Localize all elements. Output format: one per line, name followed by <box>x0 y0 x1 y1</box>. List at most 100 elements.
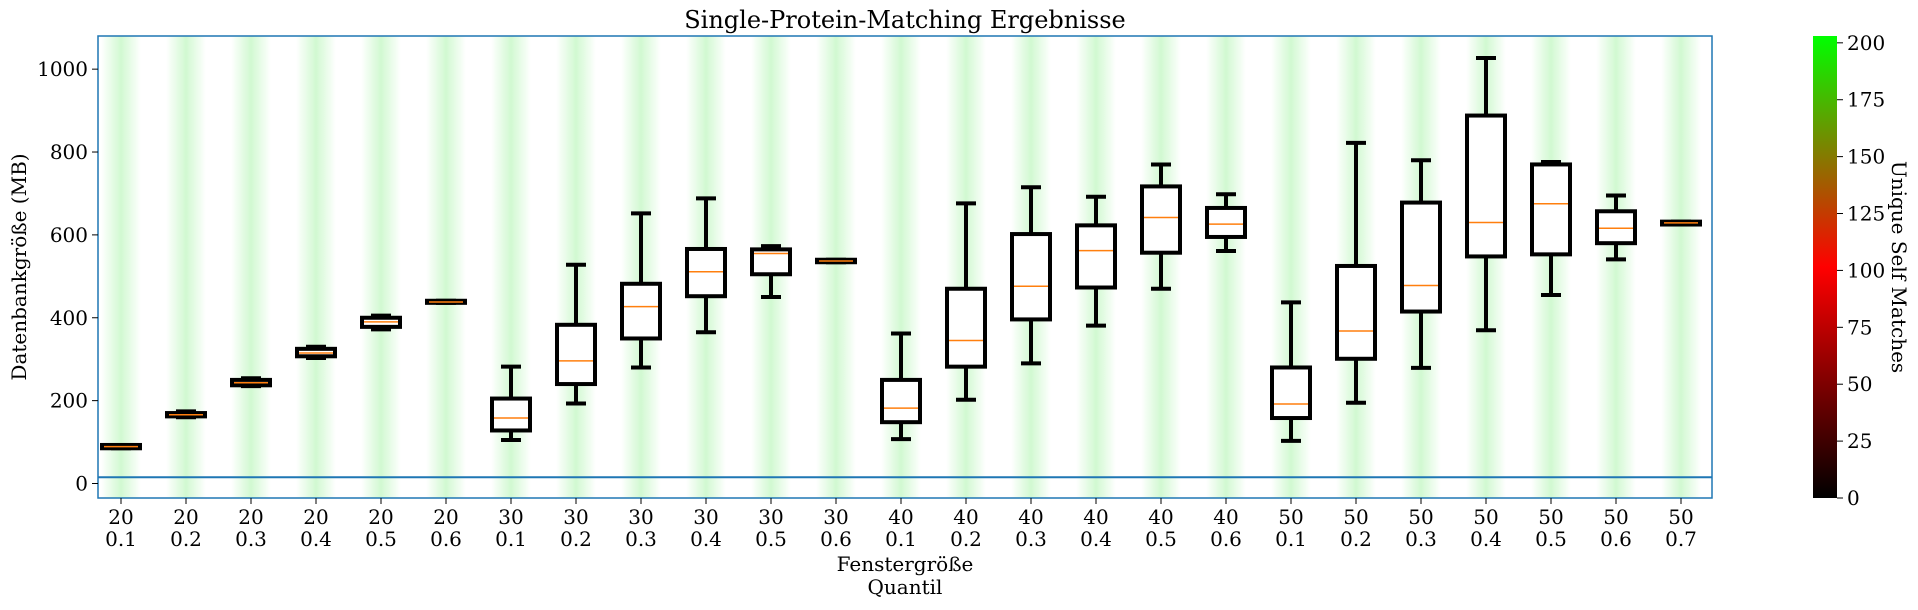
x-tick-label-window: 40 <box>1148 505 1173 529</box>
colorbar <box>1813 36 1837 498</box>
x-tick-label-window: 20 <box>303 505 328 529</box>
colorbar-tick-label: 25 <box>1847 429 1872 453</box>
x-tick-label-window: 30 <box>628 505 653 529</box>
x-tick-label-window: 20 <box>108 505 133 529</box>
x-tick-label-quantile: 0.4 <box>1470 527 1502 551</box>
x-tick-label-window: 50 <box>1603 505 1628 529</box>
colorbar-tick-label: 50 <box>1847 372 1872 396</box>
y-axis: 0 200 400 600 800 1000 <box>37 57 98 495</box>
box-group <box>360 313 402 332</box>
colorbar-tick-label: 175 <box>1847 88 1885 112</box>
box-group <box>165 409 207 420</box>
colorbar-tick-label: 100 <box>1847 258 1885 282</box>
colorbar-tick-label: 125 <box>1847 202 1885 226</box>
box-body <box>1530 162 1572 257</box>
x-tick-label-window: 20 <box>368 505 393 529</box>
x-tick-label-quantile: 0.5 <box>365 527 397 551</box>
x-tick-label-quantile: 0.6 <box>1600 527 1632 551</box>
box-group <box>1400 158 1442 370</box>
box-body <box>490 396 532 433</box>
box-group <box>1075 194 1117 328</box>
x-tick-label-window: 30 <box>563 505 588 529</box>
x-tick-label-quantile: 0.4 <box>300 527 332 551</box>
x-axis-label-quantile: Quantil <box>868 575 943 599</box>
x-tick-label-window: 30 <box>498 505 523 529</box>
box-group <box>230 376 272 389</box>
background-band <box>166 36 206 498</box>
x-tick-label-quantile: 0.5 <box>1535 527 1567 551</box>
x-tick-label-window: 40 <box>953 505 978 529</box>
x-tick-label-window: 50 <box>1278 505 1303 529</box>
box-group <box>1140 162 1182 291</box>
x-tick-label-quantile: 0.3 <box>235 527 267 551</box>
colorbar-tick-label: 0 <box>1847 486 1860 510</box>
y-axis-label: Datenbankgröße (MB) <box>7 153 31 380</box>
background-band <box>1661 36 1701 498</box>
colorbar-tick-label: 75 <box>1847 315 1872 339</box>
box-group <box>295 344 337 360</box>
box-group <box>620 211 662 370</box>
box-group <box>1335 140 1377 405</box>
box-group <box>945 201 987 402</box>
boxes <box>100 55 1702 451</box>
box-group <box>490 364 532 442</box>
box-body <box>945 286 987 369</box>
x-tick-label-quantile: 0.3 <box>625 527 657 551</box>
x-tick-label-window: 50 <box>1668 505 1693 529</box>
box-group <box>1465 55 1507 333</box>
x-tick-label-quantile: 0.4 <box>690 527 722 551</box>
box-group <box>1530 159 1572 297</box>
colorbar-tick-label: 150 <box>1847 145 1885 169</box>
y-tick-label: 0 <box>75 471 88 495</box>
x-tick-label-window: 40 <box>1018 505 1043 529</box>
x-tick-label-window: 50 <box>1408 505 1433 529</box>
x-tick-label-window: 50 <box>1538 505 1563 529</box>
box-group <box>880 331 922 442</box>
x-axis: 200.1200.2200.3200.4200.5200.6300.1300.2… <box>105 498 1697 551</box>
x-tick-label-quantile: 0.3 <box>1405 527 1437 551</box>
x-tick-label-quantile: 0.6 <box>1210 527 1242 551</box>
x-tick-label-quantile: 0.1 <box>1275 527 1307 551</box>
y-tick-label: 200 <box>50 389 88 413</box>
x-tick-label-window: 30 <box>693 505 718 529</box>
box-body <box>1270 365 1312 421</box>
background-band <box>816 36 856 498</box>
x-tick-label-quantile: 0.1 <box>495 527 527 551</box>
box-group <box>1595 193 1637 262</box>
box-group <box>815 257 857 265</box>
box-body <box>1465 113 1507 259</box>
chart-title: Single-Protein-Matching Ergebnisse <box>684 6 1126 34</box>
background-band <box>101 36 141 498</box>
box-group <box>750 244 792 300</box>
x-tick-label-quantile: 0.1 <box>885 527 917 551</box>
x-tick-label-window: 50 <box>1343 505 1368 529</box>
box-body <box>555 322 597 387</box>
background-band <box>361 36 401 498</box>
background-band <box>426 36 466 498</box>
x-tick-label-window: 30 <box>823 505 848 529</box>
box-group <box>100 442 142 451</box>
colorbar-ticks: 0 25 50 75 100 125 150 175 200 <box>1837 31 1885 510</box>
colorbar-tick-label: 200 <box>1847 31 1885 55</box>
y-tick-label: 800 <box>50 140 88 164</box>
x-tick-label-quantile: 0.6 <box>820 527 852 551</box>
box-group <box>425 298 467 305</box>
x-tick-label-window: 40 <box>1213 505 1238 529</box>
y-tick-label: 600 <box>50 223 88 247</box>
y-tick-label: 400 <box>50 306 88 330</box>
x-tick-label-quantile: 0.5 <box>755 527 787 551</box>
x-tick-label-window: 40 <box>888 505 913 529</box>
box-group <box>555 262 597 406</box>
background-band <box>231 36 271 498</box>
box-group <box>1270 300 1312 443</box>
colorbar-label: Unique Self Matches <box>1887 161 1911 373</box>
x-tick-label-quantile: 0.2 <box>1340 527 1372 551</box>
plot-frame <box>97 35 1713 499</box>
y-tick-label: 1000 <box>37 57 88 81</box>
box-group <box>685 196 727 335</box>
x-tick-label-window: 30 <box>758 505 783 529</box>
box-body <box>1075 223 1117 290</box>
x-tick-label-quantile: 0.1 <box>105 527 137 551</box>
